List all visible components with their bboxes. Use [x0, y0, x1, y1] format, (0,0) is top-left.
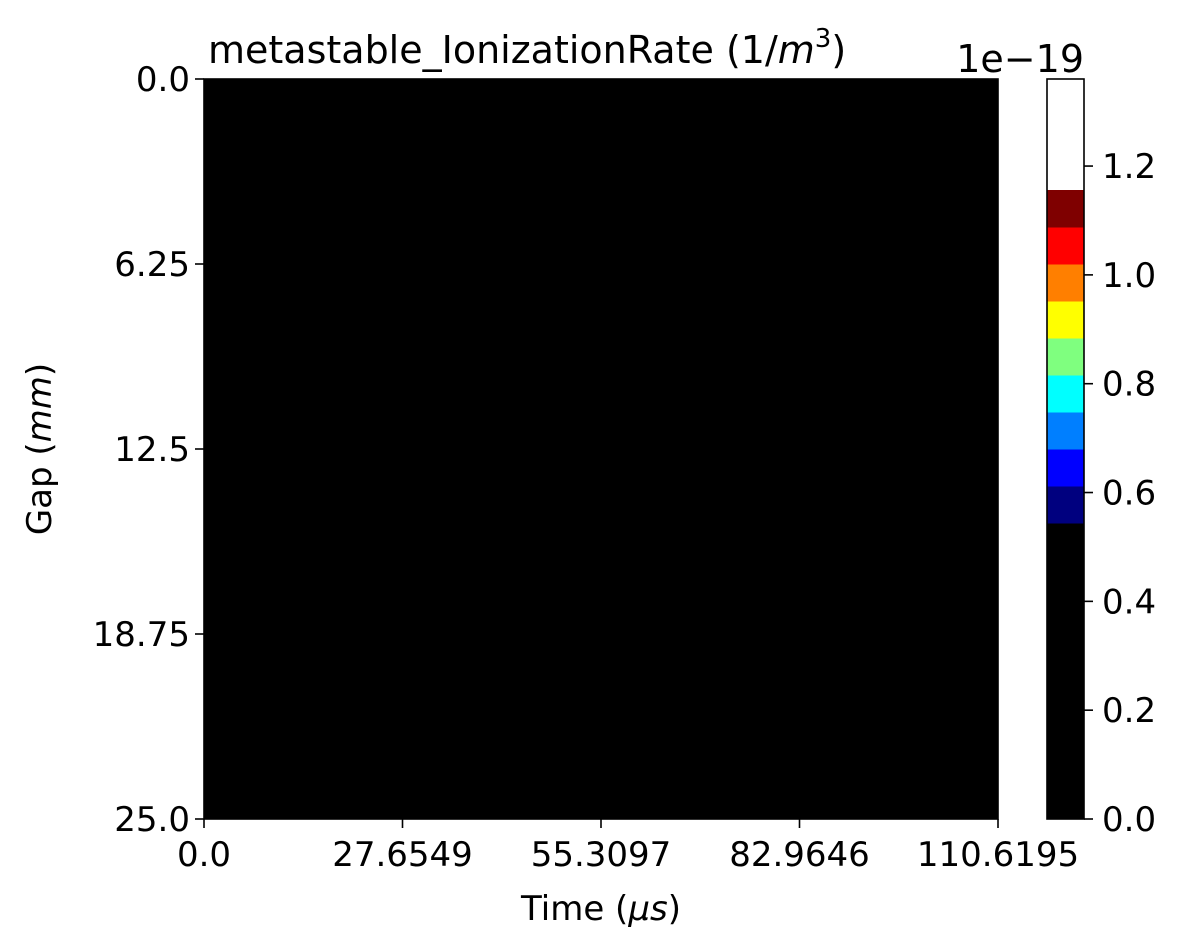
colorbar-level — [1047, 338, 1084, 376]
y-tick-label: 18.75 — [93, 615, 190, 655]
chart-title-main: metastable_IonizationRate (1/ — [208, 28, 778, 72]
colorbar-tick-label: 1.0 — [1102, 256, 1156, 296]
colorbar-level — [1047, 449, 1084, 487]
colorbar-frame — [1046, 78, 1085, 820]
colorbar-level — [1047, 486, 1084, 524]
chart-title-math: m — [778, 28, 815, 72]
colorbar-tick-label: 0.6 — [1102, 474, 1156, 514]
chart-title-superscript: 3 — [815, 24, 832, 54]
x-axis-label: Time (μs) — [520, 889, 681, 929]
colorbar-offset-text: 1e−19 — [956, 37, 1084, 81]
colorbar-tick-label: 0.0 — [1102, 800, 1156, 840]
y-axis-label-math: mm — [20, 376, 60, 442]
x-axis-label-math: μs — [627, 889, 667, 929]
colorbar-level — [1047, 375, 1084, 413]
y-tick-label: 6.25 — [114, 245, 190, 285]
y-axis-ticks: 0.0 6.25 12.5 18.75 25.0 — [93, 60, 204, 840]
y-axis-label-pre: Gap ( — [20, 442, 60, 535]
colorbar-level — [1047, 301, 1084, 339]
x-tick-label: 110.6195 — [917, 835, 1079, 875]
x-tick-label: 55.3097 — [531, 835, 672, 875]
colorbar-tick-label: 0.2 — [1102, 691, 1156, 731]
chart-title-close: ) — [831, 28, 846, 72]
colorbar-levels — [1047, 190, 1084, 820]
y-axis-label: Gap (mm) — [20, 363, 60, 535]
x-axis-ticks: 0.0 27.6549 55.3097 82.9646 110.6195 — [177, 819, 1079, 875]
colorbar-level — [1047, 412, 1084, 450]
colorbar-ticks: 0.0 0.2 0.4 0.6 0.8 1.0 1.2 — [1084, 147, 1156, 840]
x-axis-label-post: ) — [668, 889, 681, 929]
colorbar-level — [1047, 264, 1084, 302]
y-tick-label: 12.5 — [114, 430, 190, 470]
y-tick-label: 25.0 — [114, 800, 190, 840]
x-tick-label: 27.6549 — [332, 835, 473, 875]
heatmap-plot: 0.0 27.6549 55.3097 82.9646 110.6195 0.0 6.25… — [93, 60, 1079, 875]
x-tick-label: 82.9646 — [729, 835, 870, 875]
colorbar-level — [1047, 227, 1084, 265]
colorbar-tick-label: 1.2 — [1102, 147, 1156, 187]
heatmap-field — [204, 79, 998, 819]
y-axis-label-post: ) — [20, 363, 60, 376]
colorbar-tick-label: 0.8 — [1102, 365, 1156, 405]
colorbar-tick-label: 0.4 — [1102, 582, 1156, 622]
colorbar-level — [1047, 523, 1084, 820]
x-tick-label: 0.0 — [177, 835, 231, 875]
colorbar: 0.0 0.2 0.4 0.6 0.8 1.0 1.2 1e−19 — [956, 37, 1156, 840]
chart-title: metastable_IonizationRate (1/m3) — [208, 24, 846, 72]
y-tick-label: 0.0 — [136, 60, 190, 100]
x-axis-label-pre: Time ( — [520, 889, 628, 929]
colorbar-level — [1047, 190, 1084, 228]
